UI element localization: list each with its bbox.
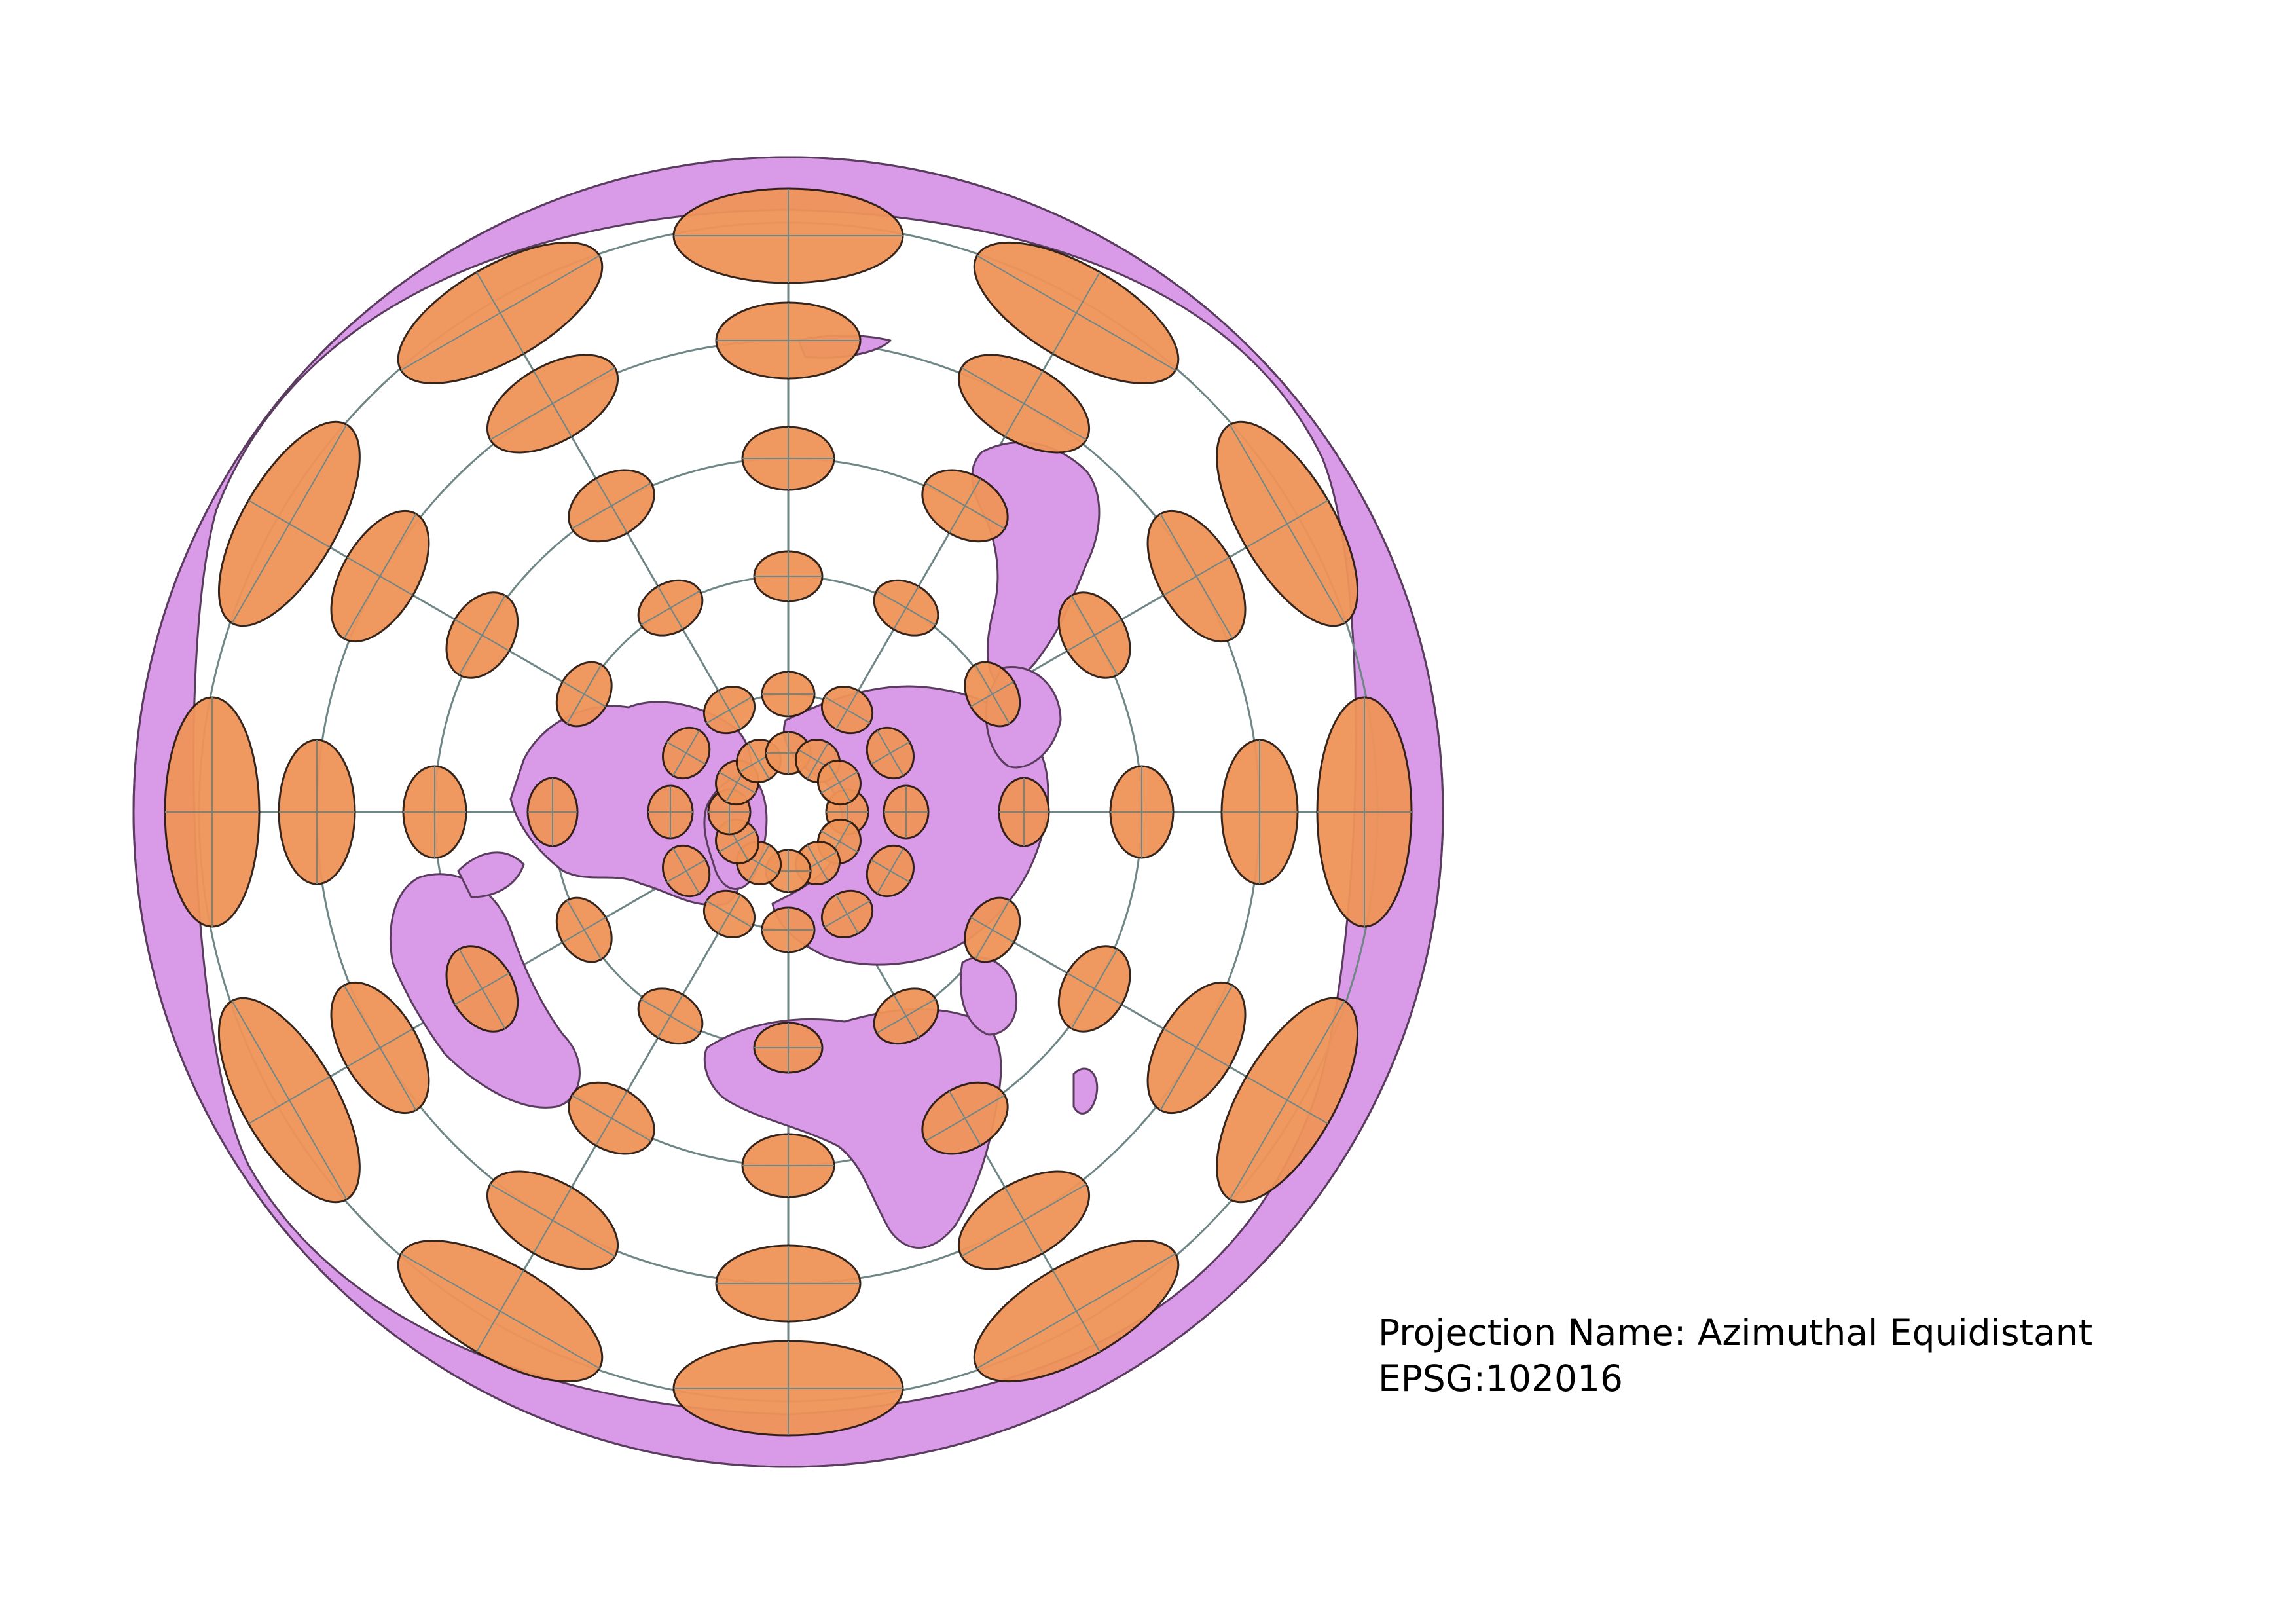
tissot-indicatrix — [957, 1170, 1091, 1270]
central-america-landmass — [457, 851, 525, 898]
tissot-indicatrix — [1216, 420, 1359, 627]
tissot-indicatrix — [164, 696, 261, 928]
tissot-indicatrix — [662, 726, 711, 780]
tissot-indicatrix — [1216, 997, 1359, 1204]
tissot-indicatrix — [702, 686, 756, 735]
tissot-indicatrix — [402, 765, 467, 859]
tissot-indicatrix — [973, 241, 1180, 384]
tissot-indicatrix — [486, 1170, 619, 1270]
tissot-indicatrix — [820, 686, 874, 735]
projection-name-label: Projection Name: Azimuthal Equidistant — [1378, 1312, 2093, 1354]
tissot-indicatrix — [741, 1133, 835, 1198]
tissot-indicatrix — [397, 1240, 604, 1383]
tissot-indicatrix — [866, 726, 915, 780]
tissot-indicatrix — [672, 187, 904, 284]
tissot-indicatrix — [555, 661, 613, 728]
tissot-indicatrix — [217, 420, 361, 627]
tissot-indicatrix — [397, 241, 604, 384]
tissot-indicatrix — [761, 671, 816, 718]
tissot-indicatrix — [1146, 509, 1247, 643]
tissot-indicatrix — [761, 906, 816, 953]
tissot-indicatrix — [873, 579, 939, 637]
tissot-indicatrix — [921, 1081, 1009, 1155]
tissot-indicatrix — [753, 1022, 824, 1074]
tissot-indicatrix — [1057, 591, 1131, 679]
graticule — [198, 221, 1379, 1403]
map-caption: Projection Name: Azimuthal Equidistant E… — [1378, 1310, 2092, 1401]
tissot-indicatrix — [883, 784, 930, 840]
tissot-indicatrix — [715, 301, 862, 380]
tissot-indicatrix — [486, 354, 619, 454]
tissot-indicatrix — [672, 1340, 904, 1437]
tissot-indicatrix — [921, 469, 1009, 543]
tissot-indicatrix — [973, 1240, 1180, 1383]
tissot-indicatrix — [445, 591, 519, 679]
tissot-indicatrix — [873, 987, 939, 1045]
map-outer-boundary — [132, 156, 1444, 1468]
tissot-indicatrices — [164, 187, 1413, 1437]
tissot-indicatrix — [568, 1081, 655, 1155]
tissot-indicatrix — [1146, 981, 1247, 1115]
tissot-indicatrix — [964, 661, 1021, 728]
tissot-indicatrix — [217, 997, 361, 1204]
tissot-indicatrix — [637, 579, 704, 637]
tissot-indicatrix — [278, 739, 356, 885]
tissot-indicatrix — [1316, 696, 1413, 928]
tissot-indicatrix — [998, 777, 1050, 847]
epsg-label: EPSG:102016 — [1378, 1357, 1623, 1399]
tissot-indicatrix — [445, 945, 519, 1033]
tissot-indicatrix — [1220, 739, 1299, 885]
tissot-indicatrix — [820, 889, 874, 938]
tissot-indicatrix — [753, 550, 824, 602]
tissot-indicatrix — [1057, 945, 1131, 1033]
tissot-indicatrix — [526, 777, 579, 847]
tissot-indicatrix — [1109, 765, 1175, 859]
tissot-indicatrix — [637, 987, 704, 1045]
tissot-indicatrix — [816, 759, 862, 806]
tissot-indicatrix — [715, 1244, 862, 1323]
tissot-indicatrix — [568, 469, 655, 543]
tissot-indicatrix — [741, 426, 835, 491]
tissot-indicatrix — [330, 509, 430, 643]
tissot-indicatrix — [662, 844, 711, 898]
tissot-indicatrix — [957, 354, 1091, 454]
tissot-indicatrix — [330, 981, 430, 1115]
tissot-indicatrix — [702, 889, 756, 938]
tissot-indicatrix — [647, 784, 694, 840]
madagascar-landmass — [1072, 1067, 1099, 1115]
tissot-indicatrix — [555, 896, 613, 963]
tissot-indicatrix — [866, 844, 915, 898]
tissot-indicatrix — [964, 896, 1021, 963]
